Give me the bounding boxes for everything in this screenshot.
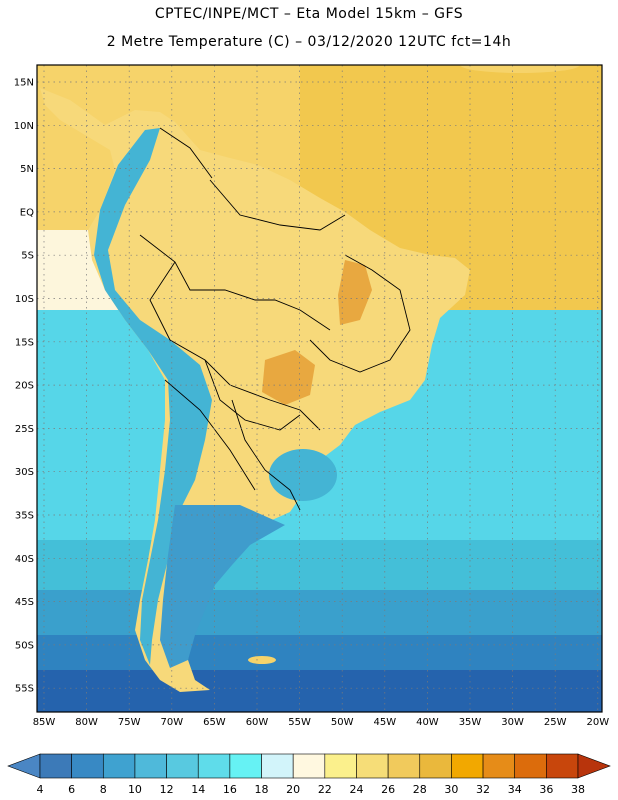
map-title-variable: 2 Metre Temperature (C) – 03/12/2020 12U…: [106, 34, 512, 50]
uruguay-cool-area: [269, 449, 337, 501]
map-title-model: CPTEC/INPE/MCT – Eta Model 15km – GFS: [154, 6, 464, 22]
latitude-label: 55S: [15, 684, 34, 695]
legend-value-label: 24: [349, 783, 363, 796]
latitude-label: 10N: [14, 121, 34, 132]
latitude-label: 5N: [20, 164, 34, 175]
legend-value-label: 30: [444, 783, 458, 796]
legend-color-box: [451, 753, 484, 779]
temperature-map: 15N 10N 5N EQ 5S 10S 15S 20S 25S 30S 35S 40S 45S 50S 5…: [14, 64, 610, 728]
legend-value-label: 34: [508, 783, 522, 796]
legend-value-label: 32: [476, 783, 490, 796]
longitude-label: 75W: [118, 717, 141, 728]
graticule-grid: [37, 65, 602, 712]
legend-value-label: 28: [413, 783, 427, 796]
longitude-label: 25W: [544, 717, 567, 728]
ocean-band-cool4: [37, 635, 602, 670]
hot-area-pantanal: [262, 350, 315, 405]
legend-color-box: [482, 753, 516, 779]
latitude-label: 5S: [21, 251, 34, 262]
longitude-labels: 85W 80W 75W 70W 65W 60W 55W 50W 45W 40W 35W 30W 25W 2…: [33, 717, 610, 728]
legend-color-box: [514, 753, 547, 779]
longitude-label: 40W: [416, 717, 439, 728]
legend-color-box: [39, 753, 72, 779]
longitude-label: 45W: [373, 717, 396, 728]
legend-value-label: 14: [191, 783, 205, 796]
ocean-band-cool3: [37, 590, 602, 635]
ocean-band-atlantic-warm: [300, 65, 602, 155]
legend-color-box: [324, 753, 357, 779]
legend-value-label: 8: [100, 783, 107, 796]
latitude-label: 40S: [15, 554, 34, 565]
color-scale-legend: 4 6 8 10 12 14 16 18 20 22 24 26 28 30 32 34 36 38: [7, 753, 611, 796]
legend-value-label: 6: [68, 783, 75, 796]
longitude-label: 60W: [246, 717, 269, 728]
legend-color-box: [197, 753, 231, 779]
legend-value-label: 12: [160, 783, 174, 796]
legend-arrow-high: [577, 753, 611, 779]
legend-color-boxes: [7, 753, 611, 779]
legend-color-box: [292, 753, 326, 779]
map-frame: [36, 64, 603, 713]
hot-area-brazil-north: [338, 260, 372, 325]
longitude-label: 55W: [288, 717, 311, 728]
legend-color-box: [229, 753, 262, 779]
latitude-label: 15N: [14, 78, 34, 89]
longitude-label: 65W: [203, 717, 226, 728]
legend-value-label: 10: [128, 783, 142, 796]
legend-value-label: 38: [571, 783, 585, 796]
map-field: [37, 65, 602, 712]
legend-color-box: [546, 753, 579, 779]
latitude-label: 45S: [15, 597, 34, 608]
legend-value-label: 18: [255, 783, 269, 796]
caribbean-islands: [460, 65, 580, 73]
legend-arrow-low: [7, 753, 41, 779]
legend-value-label: 4: [37, 783, 44, 796]
patagonia-cool-area: [160, 505, 285, 668]
legend-color-box: [134, 753, 167, 779]
legend-value-label: 26: [381, 783, 395, 796]
legend-value-label: 22: [318, 783, 332, 796]
latitude-label: 30S: [15, 467, 34, 478]
latitude-labels: 15N 10N 5N EQ 5S 10S 15S 20S 25S 30S 35S 40S 45S 50S 5…: [14, 78, 34, 695]
legend-value-labels: 4 6 8 10 12 14 16 18 20 22 24 26 28 30 32 34 36 38: [37, 783, 586, 796]
legend-color-box: [387, 753, 421, 779]
legend-value-label: 20: [286, 783, 300, 796]
latitude-label: 10S: [15, 294, 34, 305]
longitude-label: 70W: [160, 717, 183, 728]
country-borders: [139, 127, 411, 511]
legend-color-box: [356, 753, 389, 779]
longitude-label: 85W: [33, 717, 56, 728]
legend-color-box: [71, 753, 104, 779]
latitude-label: 15S: [15, 337, 34, 348]
south-america-landmass: [40, 88, 470, 692]
longitude-label: 50W: [331, 717, 354, 728]
legend-value-label: 36: [539, 783, 553, 796]
latitude-label: 25S: [15, 424, 34, 435]
ocean-band-cold: [37, 670, 602, 712]
longitude-label: 20W: [586, 717, 609, 728]
legend-color-box: [166, 753, 199, 779]
legend-color-box: [261, 753, 294, 779]
andes-cold-strip: [94, 128, 212, 665]
longitude-label: 35W: [459, 717, 482, 728]
longitude-label: 30W: [501, 717, 524, 728]
longitude-label: 80W: [75, 717, 98, 728]
legend-color-box: [102, 753, 136, 779]
falkland-islands: [248, 656, 276, 664]
latitude-label: 50S: [15, 640, 34, 651]
legend-value-label: 16: [223, 783, 237, 796]
legend-color-box: [419, 753, 452, 779]
latitude-label: EQ: [20, 207, 34, 218]
latitude-label: 20S: [15, 381, 34, 392]
ocean-band-cool2: [37, 540, 602, 590]
latitude-label: 35S: [15, 511, 34, 522]
